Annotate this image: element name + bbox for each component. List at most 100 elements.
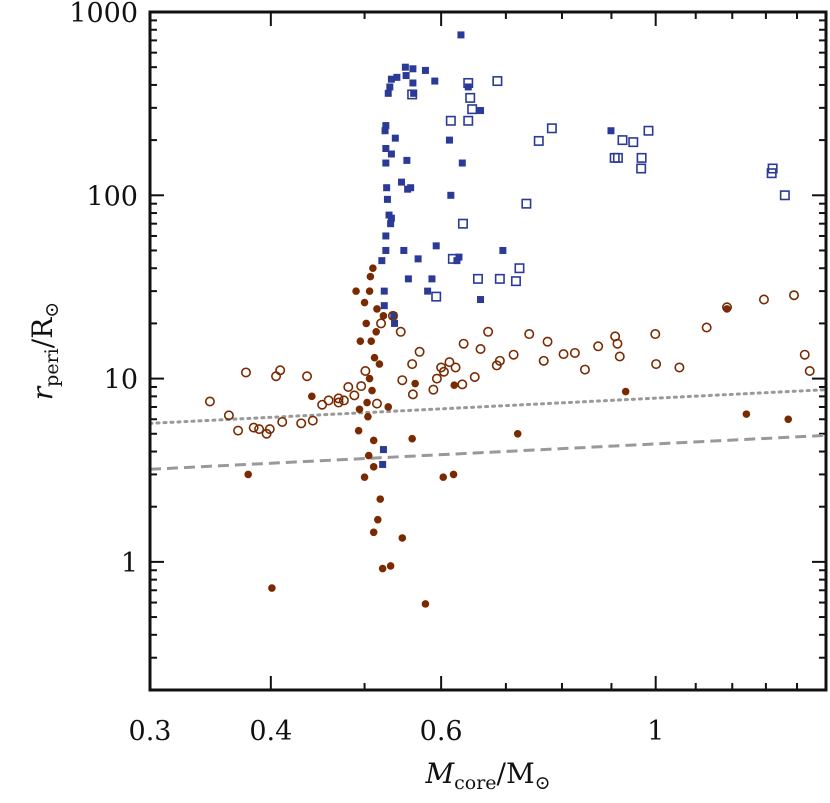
circle-open-point [349,390,360,401]
square-filled-point [403,156,411,164]
circle-filled-point [411,379,419,388]
square-filled-point [407,184,415,192]
circle-filled-point [373,515,382,524]
x-tick-label: 0.3 [129,716,172,747]
circle-filled-point [367,337,376,345]
circle-open-point [387,310,398,321]
circle-filled-point [378,564,387,573]
circle-filled-point [364,451,373,460]
circle-open-point [407,389,418,400]
square-filled-point [380,302,388,310]
circle-open-point [558,349,569,360]
circle-filled-point [742,410,751,418]
square-open-point [467,104,478,115]
square-open-point [494,273,505,284]
circle-open-point [333,393,344,404]
square-open-point [617,135,628,146]
square-open-point [431,291,442,302]
circle-open-point [240,367,251,378]
circle-open-point [438,366,449,377]
circle-open-point [483,326,494,337]
circle-open-point [650,329,661,340]
circle-filled-point [408,434,416,443]
square-filled-point [379,446,387,454]
square-open-point [407,89,418,100]
square-open-point [492,76,503,87]
circle-open-point [458,338,469,349]
square-open-point [533,135,544,146]
circle-open-point [538,355,549,366]
circle-open-point [277,416,288,427]
data-points [204,31,815,608]
circle-open-point [397,375,408,386]
circle-filled-point [372,327,380,336]
circle-filled-point [398,534,407,542]
square-filled-point [391,319,399,327]
circle-filled-point [450,381,459,390]
square-open-point [779,190,790,201]
circle-open-point [614,351,625,362]
square-open-point [447,253,458,264]
circle-open-point [233,425,244,436]
major-ticks [149,11,826,690]
square-filled-point [398,178,406,186]
square-open-point [546,123,557,134]
square-filled-point [387,214,395,222]
square-filled-point [382,145,390,153]
square-open-point [521,198,532,209]
circle-open-point [804,366,815,377]
circle-filled-point [362,319,371,328]
circle-open-point [338,395,349,406]
square-filled-point [431,77,439,85]
square-filled-point [447,191,455,199]
circle-filled-point [375,360,384,368]
square-filled-point [391,134,399,142]
circle-open-point [296,418,307,429]
circle-open-point [264,424,275,435]
square-open-point [612,152,623,163]
square-filled-point [382,159,390,167]
circle-open-point [204,396,215,407]
tick-labels: 1 10 100 1000 0.3 0.4 0.6 1 [69,0,664,747]
square-filled-point [404,275,412,283]
square-filled-point [477,296,485,304]
minor-ticks [150,12,826,691]
circle-filled-point [621,387,630,396]
circle-filled-point [365,287,374,295]
circle-filled-point [421,600,430,608]
square-filled-point [400,246,408,254]
square-filled-point [458,159,466,167]
square-filled-point [457,31,465,39]
square-open-point [609,152,620,163]
x-axis-title: Mcore/M⊙ [424,757,550,794]
x-tick-label: 0.6 [420,716,463,747]
circle-open-point [302,371,313,382]
circle-open-point [414,346,425,357]
square-open-point [445,115,456,126]
circle-filled-point [366,272,375,281]
square-filled-point [455,253,463,261]
circle-open-point [508,349,519,360]
square-open-point [472,273,483,284]
circle-filled-point [373,305,381,313]
circle-open-point [271,371,282,382]
square-open-point [628,137,639,148]
circle-open-point [579,364,590,375]
circle-open-point [475,344,486,355]
square-filled-point [424,287,432,295]
circle-open-point [469,372,480,383]
square-open-point [636,163,647,174]
square-filled-point [445,136,453,144]
reference-lines [150,388,826,471]
square-filled-point [432,242,440,250]
circle-filled-point [355,405,364,414]
circle-filled-point [384,403,393,411]
square-filled-point [410,89,418,97]
square-filled-point [378,257,386,265]
square-open-point [510,276,521,287]
square-filled-point [387,75,395,83]
circle-open-point [758,294,769,305]
x-tick-label: 1 [647,716,664,747]
circle-filled-point [376,495,385,503]
circle-open-point [524,329,535,340]
